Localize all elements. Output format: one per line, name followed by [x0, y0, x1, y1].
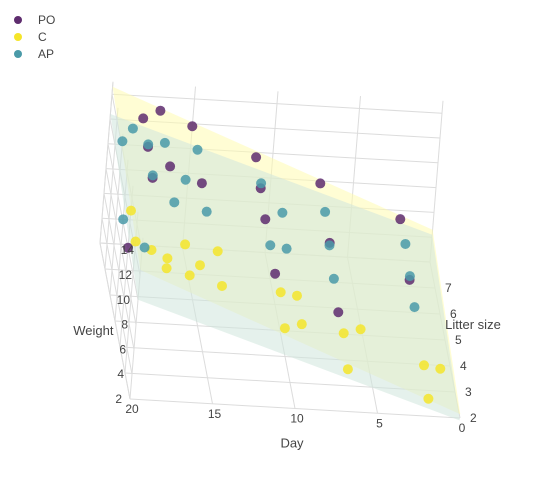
data-point — [212, 246, 223, 257]
z-tick-label: 4 — [117, 367, 124, 381]
legend-label[interactable]: AP — [38, 47, 54, 61]
data-point — [409, 302, 420, 313]
z-tick-label: 10 — [117, 293, 131, 307]
y-tick-label: 4 — [460, 359, 467, 373]
legend-marker — [14, 50, 22, 58]
y-axis-title: Litter size — [445, 317, 501, 332]
data-point — [279, 323, 290, 334]
data-point — [118, 214, 129, 225]
gridline — [111, 93, 443, 114]
data-point — [169, 197, 180, 208]
data-point — [277, 207, 288, 218]
gridline — [129, 398, 461, 419]
data-point — [395, 214, 406, 225]
data-point — [342, 364, 353, 375]
z-tick-label: 8 — [121, 318, 128, 332]
regression-surface — [110, 114, 460, 421]
y-tick-label: 5 — [455, 333, 462, 347]
x-tick-label: 5 — [376, 416, 383, 430]
z-axis-title: Weight — [73, 323, 114, 338]
data-point — [195, 260, 205, 271]
y-tick-label: 6 — [450, 307, 457, 321]
z-tick-label: 2 — [115, 392, 122, 406]
y-tick-label: 2 — [470, 411, 477, 425]
data-point — [333, 307, 344, 318]
z-tick-label: 12 — [119, 268, 133, 282]
data-point — [324, 240, 335, 251]
x-tick-label: 10 — [290, 412, 304, 426]
legend-marker — [14, 33, 22, 41]
data-point — [355, 324, 366, 335]
data-point — [338, 328, 349, 339]
x-tick-label: 15 — [208, 407, 222, 421]
data-point — [292, 290, 302, 301]
data-point — [180, 174, 191, 185]
data-point — [435, 363, 446, 374]
data-point — [117, 136, 128, 147]
legend-label[interactable]: PO — [38, 13, 55, 27]
data-point — [159, 137, 170, 148]
legend-label[interactable]: C — [38, 30, 47, 44]
data-point — [155, 105, 166, 116]
data-point — [138, 113, 149, 124]
legend-marker — [14, 16, 22, 24]
data-point — [184, 270, 195, 281]
data-point — [400, 238, 411, 249]
data-point — [423, 393, 434, 404]
data-point — [192, 144, 203, 155]
x-tick-label: 0 — [459, 421, 466, 435]
data-point — [180, 239, 191, 250]
data-point — [265, 240, 276, 251]
data-point — [127, 123, 138, 134]
z-tick-label: 6 — [119, 342, 126, 356]
data-point — [256, 178, 267, 189]
data-point — [201, 206, 212, 217]
data-point — [328, 273, 339, 284]
data-point — [217, 280, 227, 291]
gridline — [99, 81, 114, 244]
data-point — [196, 178, 207, 189]
data-point — [260, 214, 271, 225]
data-point — [315, 178, 326, 189]
data-point — [147, 170, 158, 181]
y-tick-label: 7 — [445, 281, 452, 295]
x-axis-title: Day — [280, 436, 304, 451]
data-point — [270, 268, 281, 279]
data-point — [165, 161, 176, 172]
y-tick-label: 3 — [465, 385, 472, 399]
data-point — [320, 206, 331, 217]
x-tick-label: 20 — [125, 402, 139, 416]
data-point — [162, 253, 173, 264]
data-point — [123, 242, 133, 253]
data-point — [161, 263, 172, 274]
data-point — [143, 139, 154, 150]
data-point — [296, 319, 307, 330]
data-point — [404, 271, 415, 282]
data-point — [187, 121, 198, 132]
z-tick-label: 14 — [121, 243, 135, 257]
data-point — [139, 242, 150, 253]
data-point — [419, 360, 429, 371]
data-point — [281, 243, 292, 254]
data-point — [130, 236, 141, 247]
data-point — [126, 205, 136, 216]
data-point — [251, 152, 262, 163]
data-point — [275, 287, 286, 298]
